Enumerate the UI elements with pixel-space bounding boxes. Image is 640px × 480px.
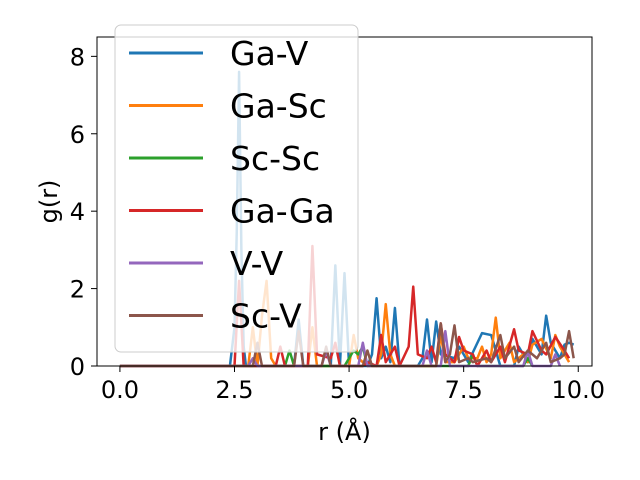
legend-label-sc-v: Sc-V — [230, 297, 302, 336]
legend-label-sc-sc: Sc-Sc — [230, 139, 320, 178]
legend-label-v-v: V-V — [230, 244, 284, 283]
x-tick-label: 2.5 — [215, 376, 253, 404]
legend: Ga-V Ga-Sc Sc-Sc Ga-Ga V-V Sc-V — [114, 24, 359, 353]
y-tick-label: 4 — [70, 198, 85, 226]
x-tick-label: 0.0 — [101, 376, 139, 404]
y-tick-label: 6 — [70, 121, 85, 149]
x-tick-label: 10.0 — [552, 376, 605, 404]
y-tick-label: 0 — [70, 353, 85, 381]
y-tick-label: 8 — [70, 43, 85, 71]
x-tick-label: 7.5 — [445, 376, 483, 404]
x-axis-label: r (Å) — [318, 417, 371, 446]
y-tick-label: 2 — [70, 276, 85, 304]
legend-label-ga-v: Ga-V — [230, 34, 309, 73]
series-line-sc-v — [119, 322, 575, 368]
x-tick-label: 5.0 — [330, 376, 368, 404]
legend-label-ga-sc: Ga-Sc — [230, 87, 327, 126]
y-axis-ticks: 0 2 4 6 8 — [70, 43, 97, 381]
y-axis-label: g(r) — [35, 180, 63, 224]
legend-label-ga-ga: Ga-Ga — [230, 192, 335, 231]
x-axis-ticks: 0.0 2.5 5.0 7.5 10.0 — [101, 366, 605, 404]
